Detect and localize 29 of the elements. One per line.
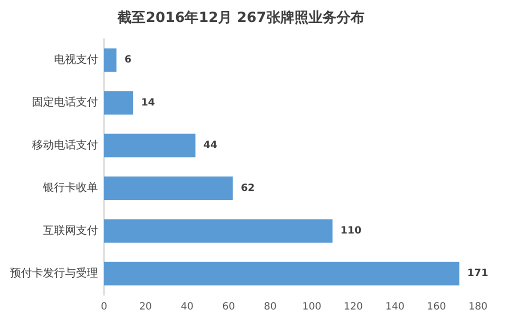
data-label: 6	[124, 54, 132, 66]
y-tick-label: 固定电话支付	[32, 96, 98, 109]
chart-title: 截至2016年12月 267张牌照业务分布	[116, 10, 364, 26]
data-label: 171	[467, 268, 488, 280]
bar	[104, 48, 116, 72]
x-tick-label: 120	[344, 302, 363, 313]
x-tick-label: 40	[180, 302, 194, 313]
bar	[104, 91, 134, 115]
y-tick-label: 银行卡收单	[42, 181, 98, 194]
x-tick-label: 140	[385, 302, 404, 313]
bar	[104, 262, 460, 286]
bar	[104, 176, 233, 200]
data-label: 110	[340, 226, 362, 237]
x-tick-label: 60	[222, 302, 236, 313]
x-tick-label: 80	[264, 302, 277, 313]
data-label: 44	[203, 140, 218, 152]
data-label: 62	[240, 182, 255, 194]
x-tick-label: 160	[426, 302, 446, 313]
x-tick-label: 100	[302, 302, 322, 313]
y-tick-label: 互联网支付	[43, 224, 98, 237]
bar	[104, 134, 196, 158]
x-tick-label: 180	[468, 302, 488, 313]
x-tick-label: 0	[100, 302, 108, 313]
data-label: 14	[141, 97, 156, 108]
y-tick-label: 移动电话支付	[32, 138, 98, 152]
y-tick-label: 预付卡发行与受理	[10, 266, 98, 280]
y-tick-label: 电视支付	[54, 53, 98, 66]
bar	[104, 219, 333, 243]
x-tick-label: 20	[139, 302, 152, 313]
